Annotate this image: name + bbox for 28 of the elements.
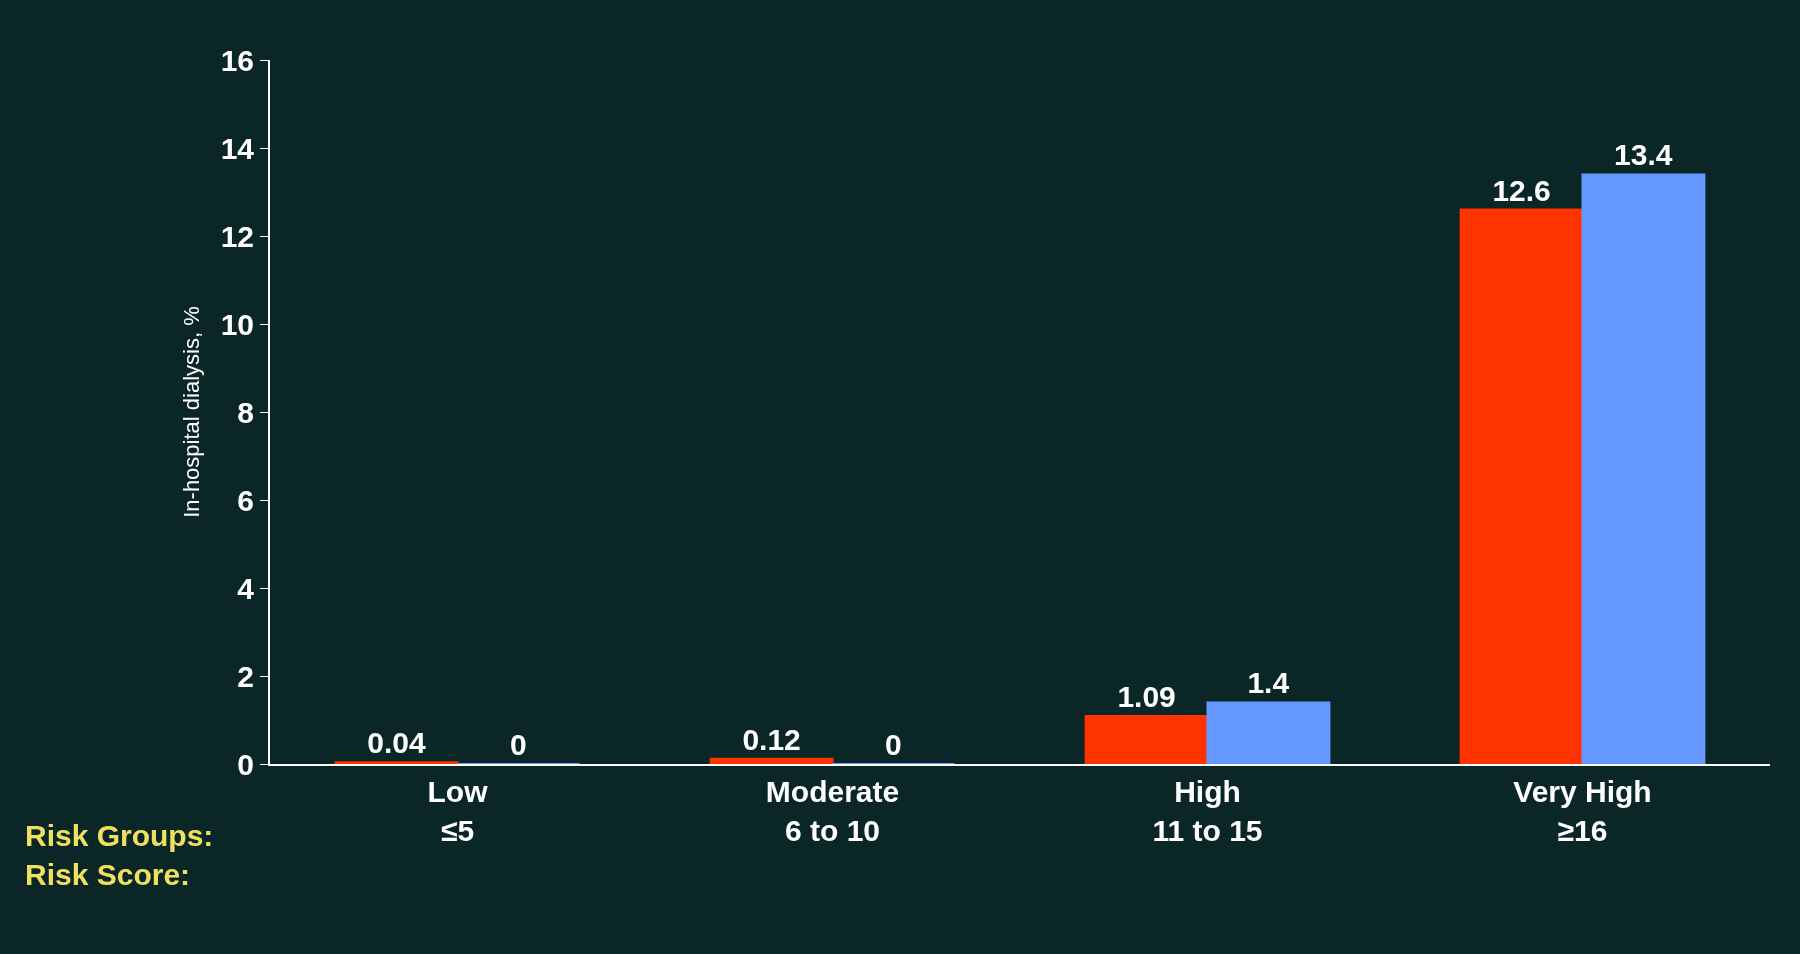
bar	[1084, 715, 1209, 764]
bar	[709, 757, 834, 764]
data-label: 1.4	[1247, 666, 1290, 700]
data-label: 12.6	[1492, 173, 1551, 207]
y-tick-label: 0	[237, 747, 254, 781]
x-tick-label: Very High ≥16	[1513, 775, 1652, 847]
y-tick-label: 12	[220, 219, 254, 253]
data-label: 0.04	[367, 726, 426, 760]
bar	[1206, 701, 1331, 764]
x-tick-label: High 11 to 15	[1152, 775, 1263, 847]
bar	[1581, 173, 1706, 764]
data-label: 0.12	[742, 722, 801, 756]
y-tick-label: 4	[237, 571, 255, 605]
y-axis-title: In-hospital dialysis, %	[178, 306, 204, 518]
y-tick-label: 10	[220, 307, 254, 341]
data-label: 0	[885, 728, 902, 761]
y-tick-label: 2	[237, 659, 254, 693]
y-tick-label: 16	[220, 43, 254, 77]
y-tick-label: 14	[220, 131, 255, 165]
data-label: 1.09	[1117, 680, 1176, 714]
x-tick-label: Low ≤5	[427, 775, 489, 847]
data-label: 0	[510, 728, 527, 761]
bar	[1459, 208, 1584, 764]
x-tick-label: Moderate 6 to 10	[765, 775, 900, 847]
y-tick-label: 6	[237, 483, 254, 517]
data-label: 13.4	[1614, 138, 1673, 172]
text: Risk Groups: Risk Score:	[25, 819, 214, 891]
y-tick-label: 8	[237, 395, 254, 429]
